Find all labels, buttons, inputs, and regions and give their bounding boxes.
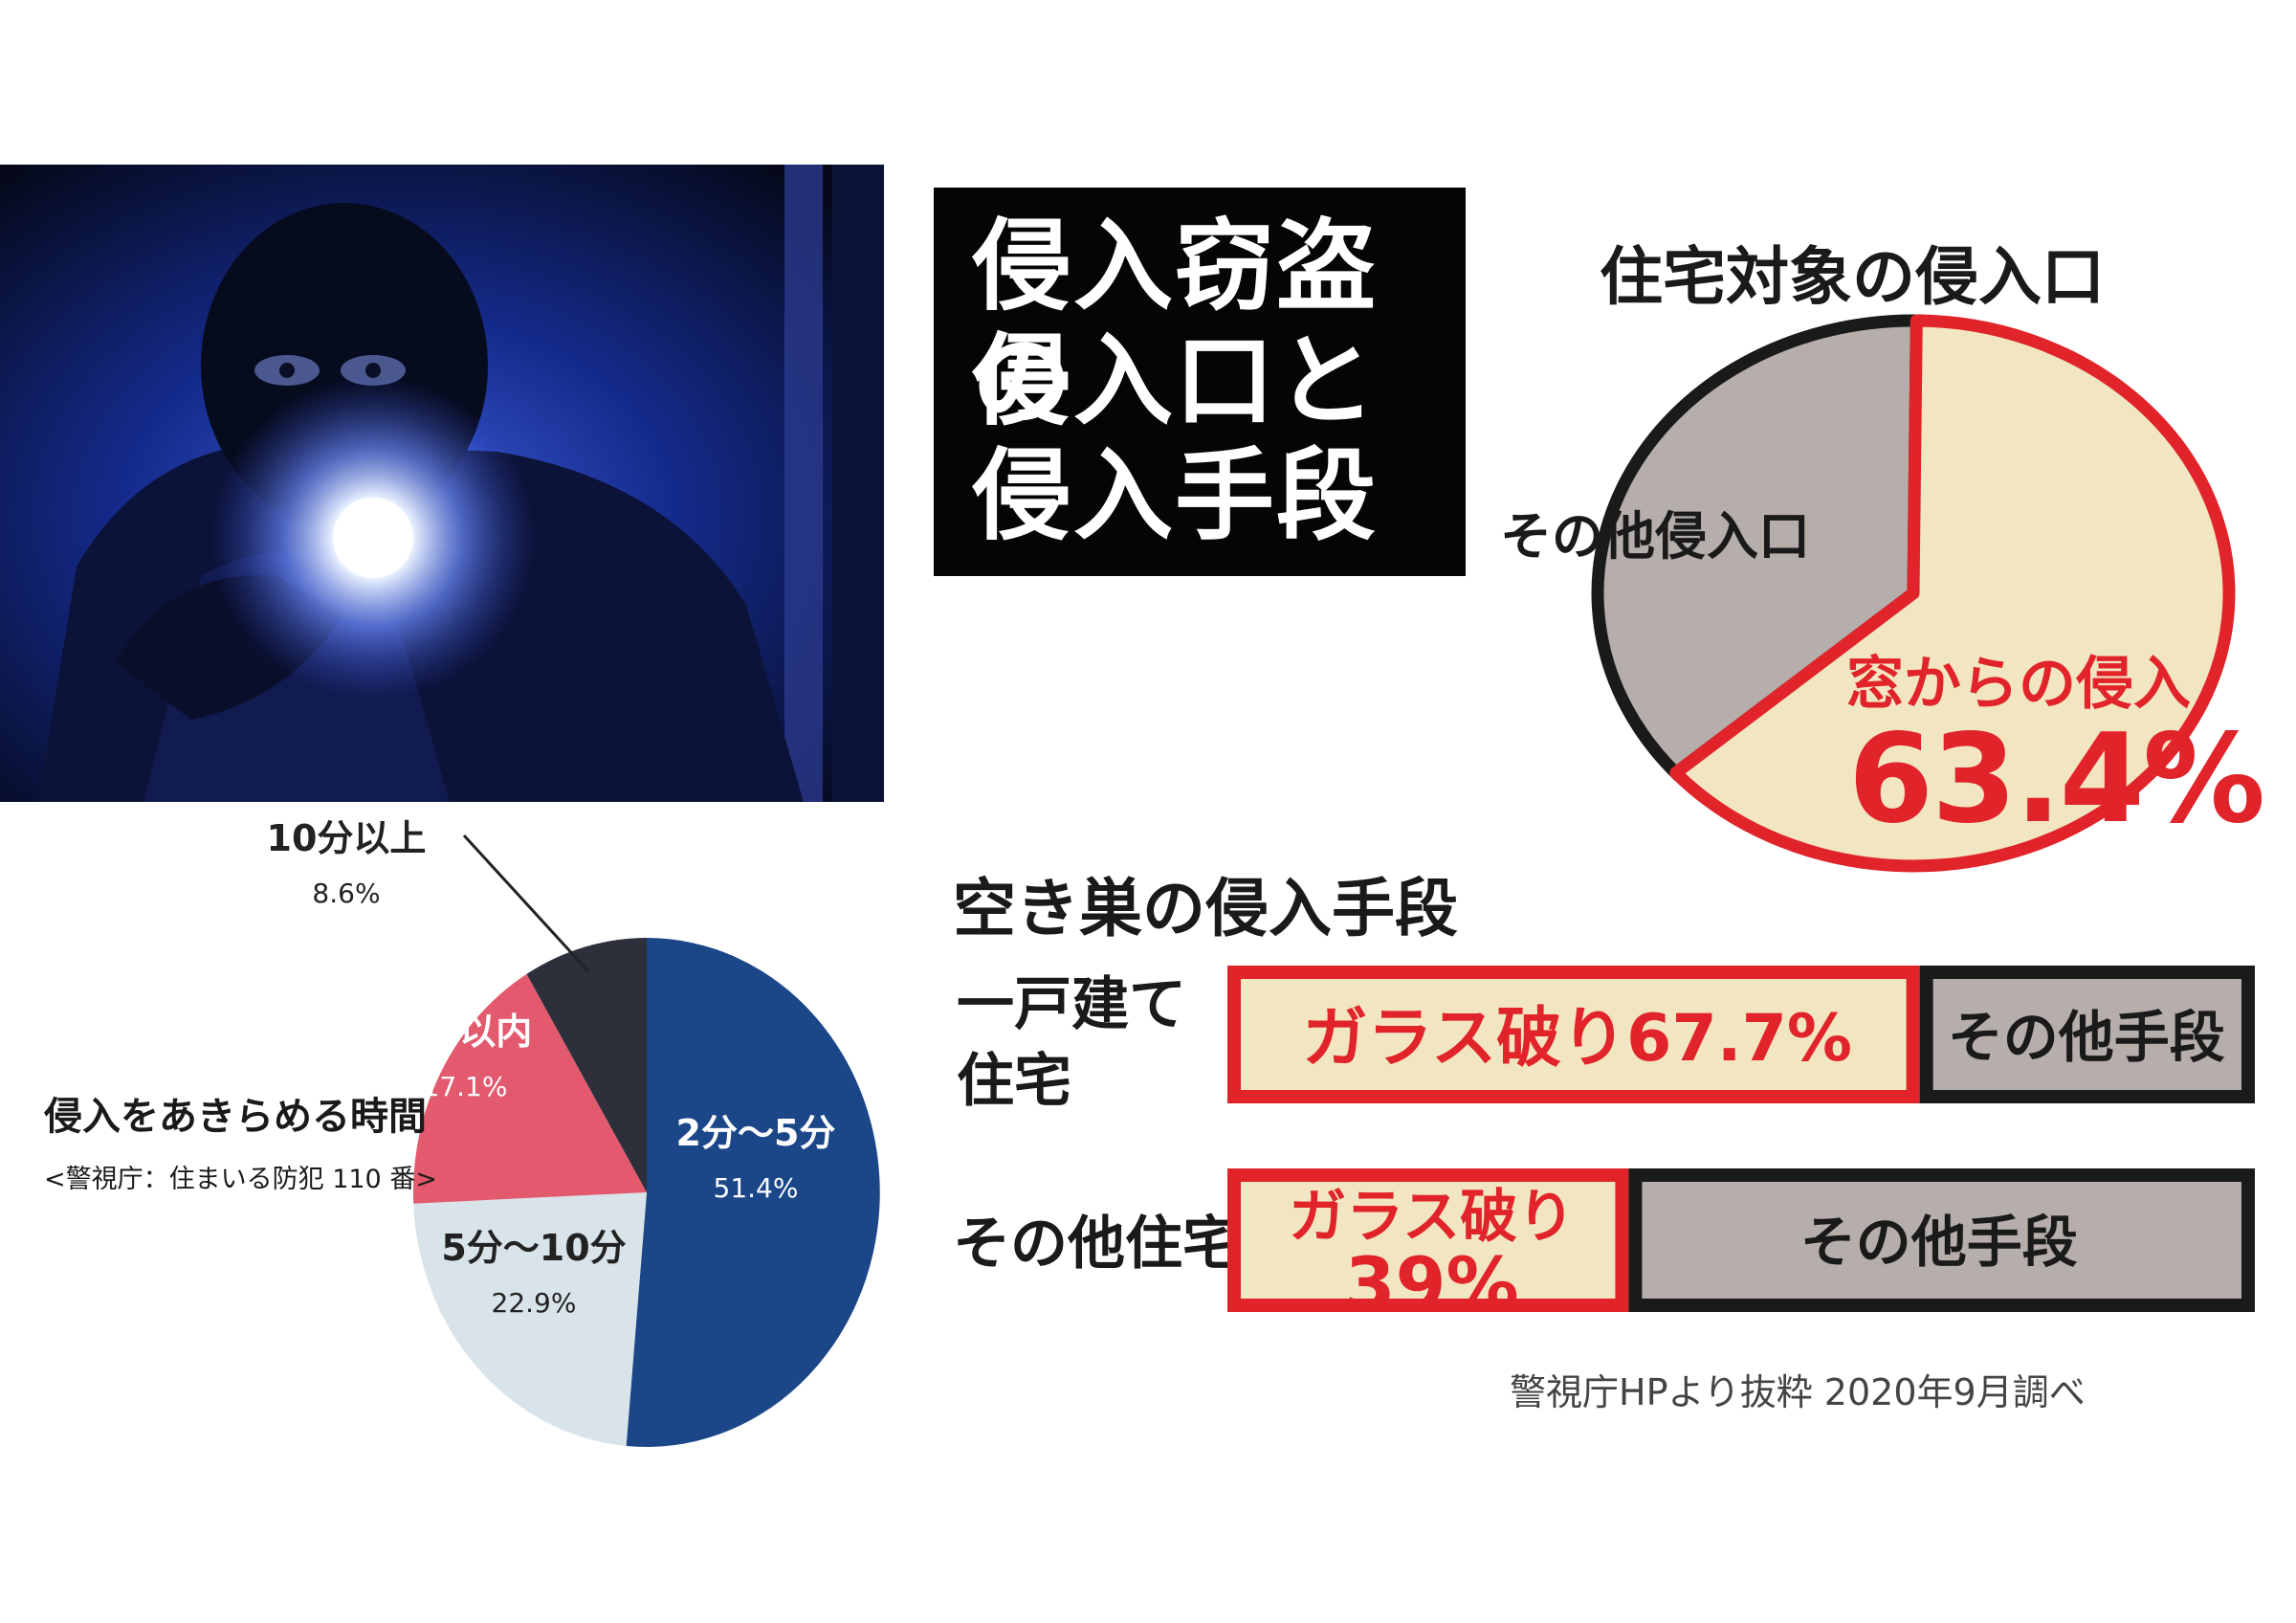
time-slice-label-1: 5分～10分 22.9%	[409, 1225, 658, 1323]
bar-glass-other-housing	[1227, 1168, 1629, 1312]
title-line-1: 侵入窃盗の	[972, 208, 1379, 439]
bar-other-other-housing-label: その他手段	[1800, 1210, 2078, 1275]
title-line-3: 侵入手段	[972, 437, 1379, 554]
leader-line-over-10min	[462, 834, 590, 973]
time-pie-chart	[412, 834, 880, 1447]
bars-title: 空き巣の侵入手段	[953, 872, 1458, 945]
time-slice-pct-1: 22.9%	[491, 1287, 577, 1319]
row-label-detached-2: 住宅	[957, 1048, 1071, 1115]
bar-glass-other-housing-pct: 39%	[1345, 1241, 1519, 1326]
time-slice-label-3: 10分以上 8.6%	[222, 815, 471, 913]
time-pie-title: 侵入をあきらめる時間	[44, 1095, 427, 1139]
pie-slice-2-5min	[626, 938, 880, 1447]
pie-slice-window	[1669, 314, 2236, 873]
entry-pie-chart	[1591, 314, 2236, 873]
time-slice-pct-3: 8.6%	[312, 878, 381, 909]
entry-pie-title: 住宅対象の侵入口	[1600, 240, 2105, 314]
time-slice-label-0: 2分～5分 51.4%	[631, 1110, 880, 1208]
title-line-2: 侵入口と	[972, 322, 1379, 439]
title-box: 侵入窃盗の 侵入口と 侵入手段	[934, 188, 1466, 576]
label-window: 窓からの侵入	[1846, 651, 2191, 718]
label-other-entry: その他侵入口	[1500, 506, 1810, 567]
time-slice-name-1: 5分～10分	[441, 1227, 627, 1269]
bar-other-other-housing	[1628, 1168, 2255, 1312]
pie-slice-over-10min	[526, 938, 647, 1192]
bar-glass-other-housing-label: ガラス破り	[1289, 1184, 1575, 1251]
time-pie-subtitle: <警視庁：住まいる防犯 110 番>	[44, 1165, 437, 1194]
pie-slice-5-10min	[413, 1192, 647, 1446]
bar-glass-detached	[1227, 966, 1920, 1103]
time-slice-name-3: 10分以上	[266, 817, 427, 859]
bar-glass-detached-label: ガラス破り67.7%	[1303, 1001, 1853, 1077]
burglar-photo	[0, 165, 884, 802]
time-slice-label-2: 2分以内 17.1%	[341, 1009, 589, 1106]
label-window-pct: 63.4%	[1848, 708, 2265, 851]
pie-slice-within-2min	[412, 973, 647, 1204]
bar-other-detached	[1919, 966, 2255, 1103]
row-label-other-housing: その他住宅	[953, 1211, 1240, 1278]
bar-other-detached-label: その他手段	[1948, 1005, 2225, 1070]
time-slice-pct-0: 51.4%	[713, 1172, 799, 1204]
time-slice-name-2: 2分以内	[397, 1011, 533, 1053]
source-note: 警視庁HPより抜粋 2020年9月調べ	[1510, 1371, 2086, 1413]
time-slice-name-0: 2分～5分	[675, 1112, 836, 1154]
row-label-detached-1: 一戸建て	[957, 971, 1186, 1038]
pie-slice-other-entry	[1591, 314, 1923, 782]
time-slice-pct-2: 17.1%	[422, 1071, 508, 1102]
